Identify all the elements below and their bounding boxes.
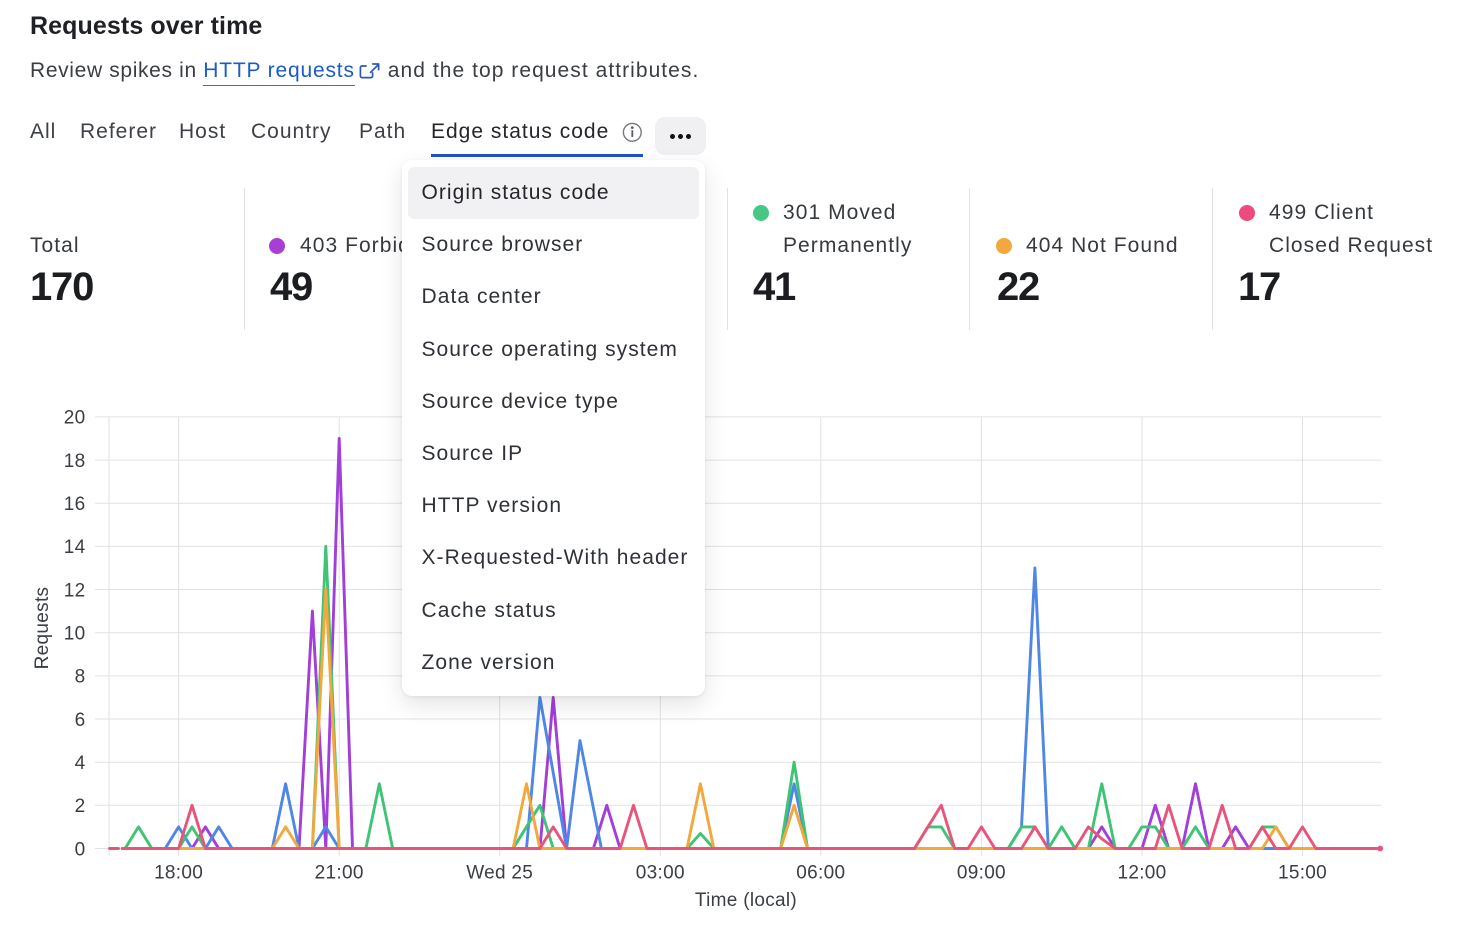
svg-text:09:00: 09:00 xyxy=(957,863,1006,884)
svg-text:18:00: 18:00 xyxy=(154,863,203,884)
svg-text:16: 16 xyxy=(64,494,86,515)
svg-text:18: 18 xyxy=(64,451,86,472)
svg-text:06:00: 06:00 xyxy=(796,863,845,884)
svg-text:Time (local): Time (local) xyxy=(695,890,797,911)
svg-text:10: 10 xyxy=(64,624,86,645)
svg-text:03:00: 03:00 xyxy=(636,863,685,884)
svg-text:12: 12 xyxy=(64,580,86,601)
svg-text:21:00: 21:00 xyxy=(315,863,364,884)
svg-text:Wed 25: Wed 25 xyxy=(466,863,533,884)
svg-text:4: 4 xyxy=(75,753,86,774)
svg-text:14: 14 xyxy=(64,537,86,558)
svg-text:20: 20 xyxy=(64,408,86,429)
svg-text:8: 8 xyxy=(75,667,86,688)
svg-text:0: 0 xyxy=(75,839,86,860)
svg-text:15:00: 15:00 xyxy=(1278,863,1327,884)
svg-text:2: 2 xyxy=(75,796,86,817)
svg-text:6: 6 xyxy=(75,710,86,731)
svg-text:Requests: Requests xyxy=(32,587,53,670)
svg-text:12:00: 12:00 xyxy=(1117,863,1166,884)
